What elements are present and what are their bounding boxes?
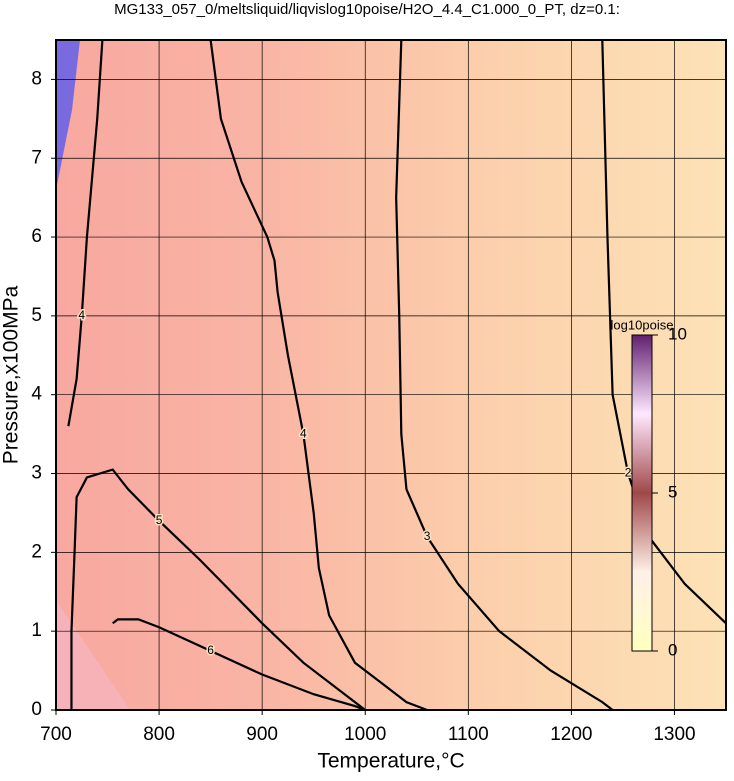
plot-background: [56, 40, 726, 710]
colorbar-tick-label: 0: [668, 640, 677, 659]
x-tick-label: 1100: [448, 724, 489, 745]
colorbar-label: log10poise: [611, 317, 674, 332]
x-tick-label: 900: [246, 724, 278, 745]
contour-label: 3: [424, 529, 431, 543]
low-region: [56, 600, 130, 710]
contour-line: [70, 468, 366, 711]
colorbar-tick-label: 5: [668, 482, 677, 501]
plot-frame: [55, 39, 727, 711]
x-tick-label: 1000: [344, 724, 386, 745]
y-tick-label: 8: [31, 68, 42, 89]
contour-line: [395, 39, 614, 711]
colorbar-tick-label: 10: [668, 324, 687, 343]
contour-label: 2: [625, 466, 632, 480]
y-tick-label: 2: [31, 541, 42, 562]
x-axis-label: Temperature,°C: [317, 750, 464, 773]
y-tick-label: 1: [31, 620, 42, 641]
contour-line: [601, 39, 727, 625]
y-tick-label: 3: [31, 463, 42, 484]
contour-label: 4: [300, 426, 307, 440]
high-viscosity-region: [56, 40, 80, 190]
colorbar: [631, 334, 653, 652]
y-tick-label: 4: [31, 384, 42, 405]
x-tick-label: 1300: [653, 724, 695, 745]
chart-title: MG133_057_0/meltsliquid/liqvislog10poise…: [114, 1, 620, 18]
x-tick-label: 1200: [550, 724, 592, 745]
x-tick-label: 800: [143, 724, 175, 745]
y-axis-label: Pressure,x100MPa: [0, 285, 23, 464]
y-tick-label: 7: [31, 147, 42, 168]
y-tick-label: 0: [31, 699, 42, 720]
contour-line: [209, 39, 428, 712]
contour-line: [112, 618, 366, 712]
plot-layer: 2 3 4 4 5 6: [55, 39, 727, 712]
y-tick-label: 6: [31, 226, 42, 247]
contour-label: 6: [207, 643, 214, 657]
contour-label: 5: [156, 513, 163, 527]
contour-label: 4: [78, 308, 85, 322]
contour-line: [67, 39, 104, 427]
y-tick-label: 5: [31, 305, 42, 326]
x-tick-label: 700: [40, 724, 72, 745]
